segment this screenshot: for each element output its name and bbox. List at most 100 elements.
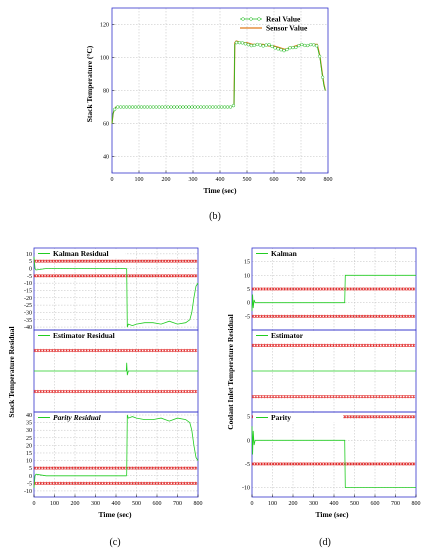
threshold-marker — [79, 348, 83, 353]
threshold-marker — [142, 259, 146, 263]
x-tick-label: 0 — [251, 501, 254, 507]
threshold-marker — [99, 466, 103, 470]
threshold-marker — [280, 314, 284, 318]
legend-label-real-value: Real Value — [266, 15, 301, 24]
threshold-marker — [320, 395, 324, 399]
threshold-marker — [320, 343, 324, 347]
chart-b-plot: 0 100 200 300 400 500 600 700 800 40 60 80 100 120 Rea… — [100, 7, 333, 183]
threshold-marker — [185, 274, 189, 278]
threshold-marker — [47, 274, 51, 278]
threshold-marker — [67, 259, 71, 263]
threshold-marker — [340, 343, 344, 347]
threshold-marker — [171, 274, 175, 278]
threshold-marker — [108, 274, 112, 278]
threshold-marker — [366, 314, 370, 318]
threshold-marker — [383, 287, 387, 291]
threshold-marker — [79, 481, 83, 485]
threshold-marker — [50, 481, 54, 485]
threshold-marker — [334, 314, 338, 318]
threshold-marker — [65, 259, 69, 263]
threshold-marker — [62, 348, 66, 353]
threshold-marker — [383, 462, 387, 466]
threshold-marker — [194, 466, 198, 470]
threshold-marker — [96, 389, 100, 394]
x-tick-label: 700 — [173, 501, 182, 507]
threshold-marker — [159, 259, 163, 263]
threshold-marker — [372, 395, 376, 399]
threshold-marker — [99, 389, 103, 394]
threshold-marker — [44, 259, 49, 263]
threshold-marker — [320, 314, 324, 318]
threshold-marker — [392, 343, 396, 347]
threshold-marker — [82, 389, 86, 394]
threshold-marker — [194, 481, 198, 485]
threshold-marker — [314, 287, 318, 291]
threshold-marker — [265, 395, 269, 399]
series-point-real-value — [130, 105, 135, 109]
y-tick-label: 80 — [103, 89, 109, 95]
threshold-marker — [105, 466, 109, 470]
series-point-real-value — [142, 105, 147, 109]
threshold-marker — [317, 343, 321, 347]
x-tick-label: 800 — [412, 501, 421, 507]
threshold-marker — [349, 395, 353, 399]
chart-d-xlabel: Time (sec) — [316, 510, 349, 519]
threshold-marker — [85, 389, 89, 394]
threshold-marker — [154, 466, 158, 470]
series-point-real-value — [312, 43, 316, 47]
threshold-marker — [50, 466, 54, 470]
legend-box — [253, 249, 344, 258]
threshold-marker — [122, 466, 126, 470]
threshold-marker — [354, 395, 358, 399]
x-tick-label: 400 — [112, 501, 121, 507]
threshold-marker — [377, 462, 381, 466]
threshold-marker — [67, 348, 71, 353]
x-tick-label: 500 — [132, 501, 141, 507]
threshold-marker — [254, 462, 258, 466]
x-tick-label: 300 — [91, 501, 100, 507]
residual-line — [34, 362, 198, 376]
threshold-marker — [300, 343, 304, 347]
threshold-marker — [360, 395, 364, 399]
legend-box — [35, 413, 126, 422]
threshold-marker — [294, 462, 298, 466]
series-line-sensor-value — [111, 40, 326, 124]
threshold-marker — [88, 481, 92, 485]
threshold-marker — [380, 395, 384, 399]
threshold-marker — [409, 343, 413, 347]
series-point-real-value — [228, 105, 233, 109]
threshold-marker — [102, 481, 106, 485]
series-point-real-value — [157, 105, 161, 109]
threshold-marker — [354, 314, 358, 318]
threshold-marker — [323, 314, 327, 318]
threshold-marker — [351, 314, 355, 318]
threshold-marker — [251, 462, 255, 466]
threshold-marker — [33, 274, 37, 278]
threshold-marker — [311, 314, 315, 318]
threshold-marker — [409, 287, 413, 291]
threshold-marker — [283, 287, 287, 291]
chart-c: Stack Temperature Residual Time (sec) (c… — [7, 247, 203, 548]
threshold-marker — [343, 395, 347, 399]
threshold-marker — [409, 415, 413, 419]
threshold-marker — [360, 462, 364, 466]
threshold-marker — [122, 389, 126, 394]
threshold-marker — [113, 466, 117, 470]
series-point-real-value — [154, 105, 158, 109]
threshold-marker — [406, 395, 410, 399]
series-point-real-value — [315, 44, 319, 48]
threshold-marker — [56, 259, 60, 263]
threshold-marker — [277, 314, 281, 318]
threshold-marker — [65, 481, 69, 485]
threshold-marker — [351, 395, 355, 399]
x-tick-label: 400 — [216, 177, 225, 183]
threshold-marker — [47, 389, 51, 394]
threshold-marker — [277, 287, 281, 291]
threshold-marker — [395, 415, 399, 419]
threshold-marker — [44, 348, 49, 353]
y-tick-label: 0 — [247, 438, 250, 444]
threshold-marker — [88, 466, 92, 470]
threshold-marker — [185, 389, 189, 394]
series-point-real-value — [264, 43, 268, 47]
chart-b-caption: (b) — [209, 211, 221, 222]
